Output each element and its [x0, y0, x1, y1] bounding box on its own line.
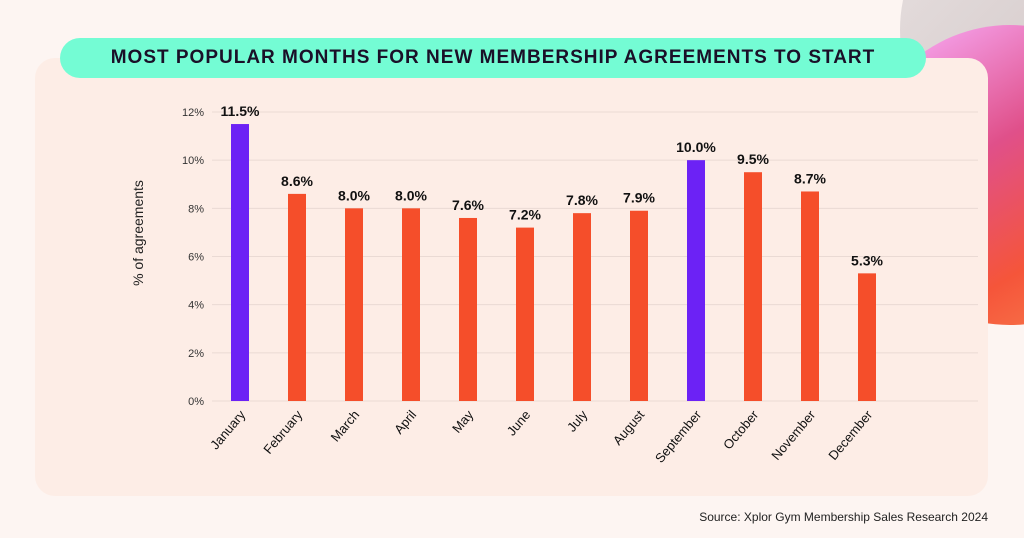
- y-axis-label: % of agreements: [130, 180, 146, 286]
- chart-title: MOST POPULAR MONTHS FOR NEW MEMBERSHIP A…: [110, 47, 876, 68]
- bar-september: [687, 160, 705, 401]
- y-tick-label: 8%: [188, 203, 204, 215]
- bar-may: [459, 217, 477, 401]
- title-banner: MOST POPULAR MONTHS FOR NEW MEMBERSHIP A…: [60, 38, 926, 78]
- y-tick-label: 2%: [188, 348, 204, 360]
- data-label: 7.8%: [566, 192, 598, 208]
- data-label: 10.0%: [676, 139, 716, 155]
- y-tick-label: 12%: [182, 107, 204, 119]
- bar-november: [801, 191, 819, 401]
- y-tick-label: 4%: [188, 300, 204, 312]
- data-label: 8.0%: [338, 187, 370, 203]
- data-label: 8.7%: [794, 170, 826, 186]
- y-tick-label: 6%: [188, 252, 204, 264]
- bar-march: [345, 208, 363, 401]
- bar-august: [630, 210, 648, 401]
- data-label: 11.5%: [221, 103, 260, 119]
- data-label: 7.2%: [509, 207, 541, 223]
- source-note: Source: Xplor Gym Membership Sales Resea…: [699, 510, 988, 524]
- data-label: 7.6%: [452, 197, 484, 213]
- y-tick-label: 0%: [188, 396, 204, 408]
- bar-february: [288, 193, 306, 401]
- data-label: 8.0%: [395, 187, 427, 203]
- data-label: 9.5%: [737, 151, 769, 167]
- bar-january: [231, 124, 249, 402]
- bar-october: [744, 172, 762, 401]
- data-label: 7.9%: [623, 190, 655, 206]
- data-label: 8.6%: [281, 173, 313, 189]
- bar-april: [402, 208, 420, 401]
- data-label: 5.3%: [851, 252, 883, 268]
- y-tick-label: 10%: [182, 155, 204, 167]
- bar-june: [516, 227, 534, 401]
- bar-july: [573, 213, 591, 401]
- bar-december: [858, 273, 876, 401]
